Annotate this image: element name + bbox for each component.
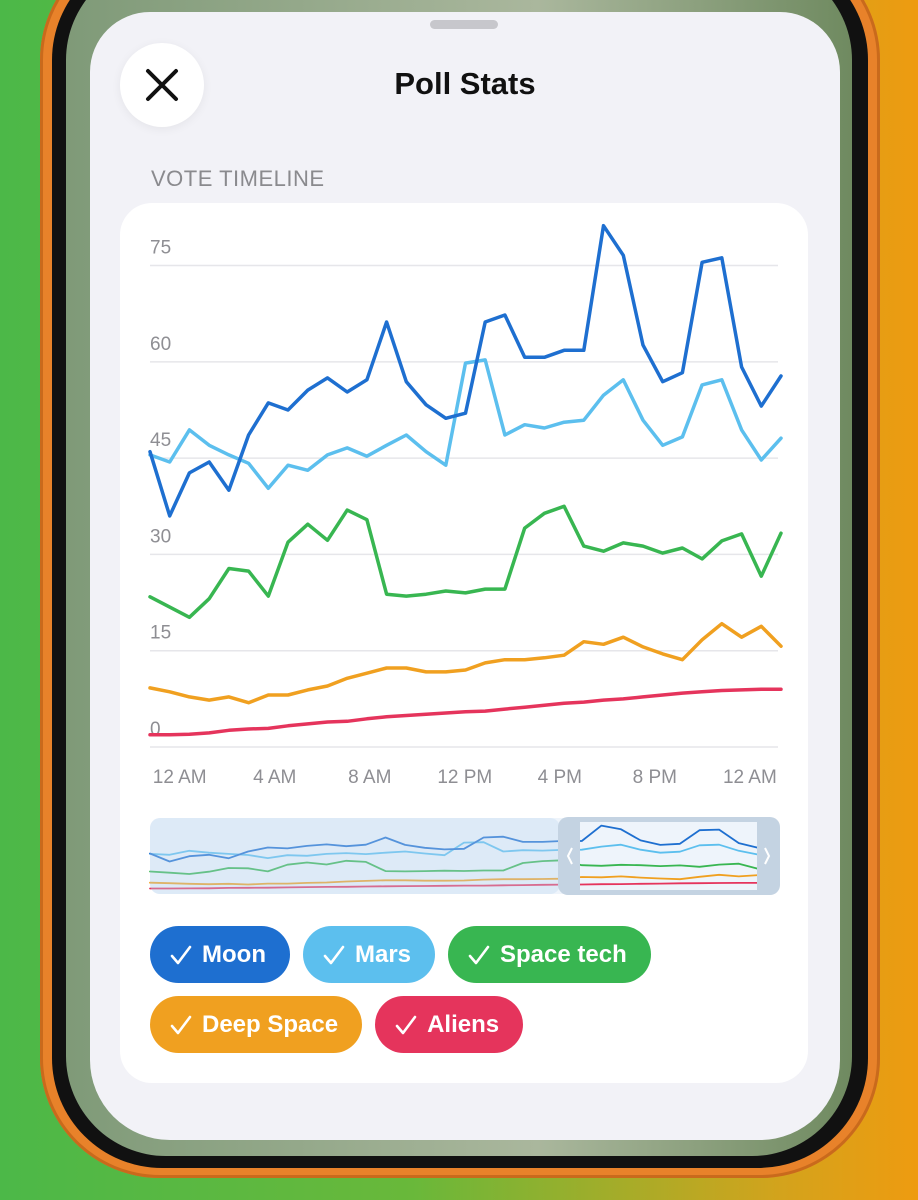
check-icon xyxy=(170,945,192,964)
legend-label: Moon xyxy=(202,940,266,968)
y-tick-label: 45 xyxy=(150,430,171,451)
navigator-arrow-left xyxy=(566,847,573,865)
series-line xyxy=(148,687,783,737)
navigator-line xyxy=(149,841,779,859)
navigator-line xyxy=(149,859,779,875)
legend-label: Space tech xyxy=(500,940,627,968)
navigator-window[interactable] xyxy=(558,817,780,895)
legend-chip[interactable]: Deep Space xyxy=(150,996,363,1053)
x-tick-label: 12 AM xyxy=(723,767,777,788)
close-button[interactable] xyxy=(120,43,204,127)
check-path xyxy=(170,945,192,964)
grabber[interactable] xyxy=(430,20,498,29)
check-path xyxy=(323,945,345,964)
x-tick-label: 12 PM xyxy=(437,767,492,788)
check-icon xyxy=(395,1015,417,1034)
check-path xyxy=(170,1015,192,1034)
legend-chip[interactable]: Space tech xyxy=(448,926,651,983)
x-tick-label: 8 AM xyxy=(348,767,391,788)
legend-chip[interactable]: Moon xyxy=(150,926,290,983)
y-tick-label: 0 xyxy=(150,719,161,740)
y-tick-label: 60 xyxy=(150,334,171,355)
y-tick-label: 15 xyxy=(150,623,171,644)
check-path xyxy=(468,945,490,964)
x-tick-label: 4 AM xyxy=(253,767,296,788)
legend-chip[interactable]: Aliens xyxy=(375,996,524,1053)
check-icon xyxy=(323,945,345,964)
sheet-title: Poll Stats xyxy=(394,66,536,101)
navigator-line xyxy=(149,882,779,890)
x-tick-label: 12 AM xyxy=(153,767,207,788)
series-line xyxy=(148,223,783,518)
series-line xyxy=(148,621,783,705)
check-icon xyxy=(170,1015,192,1034)
x-tick-label: 4 PM xyxy=(538,767,582,788)
check-path xyxy=(395,1015,417,1034)
legend: Moon Mars Space tech Deep Space Aliens xyxy=(150,926,710,1053)
check-icon xyxy=(468,945,490,964)
navigator-bg xyxy=(150,818,778,894)
legend-chip[interactable]: Mars xyxy=(302,926,436,983)
legend-label: Aliens xyxy=(427,1010,500,1038)
section-title: VOTE TIMELINE xyxy=(151,166,325,191)
legend-label: Mars xyxy=(354,940,412,968)
navigator-line xyxy=(149,824,779,863)
y-tick-label: 75 xyxy=(150,238,171,259)
navigator-shade xyxy=(150,818,560,894)
y-tick-label: 30 xyxy=(150,526,171,547)
legend-label: Deep Space xyxy=(202,1010,339,1038)
navigator-arrow-right xyxy=(764,847,771,865)
series-line xyxy=(148,358,783,491)
navigator-line xyxy=(149,873,779,886)
x-tick-label: 8 PM xyxy=(633,767,677,788)
series-line xyxy=(148,504,783,620)
close-icon xyxy=(146,69,178,101)
